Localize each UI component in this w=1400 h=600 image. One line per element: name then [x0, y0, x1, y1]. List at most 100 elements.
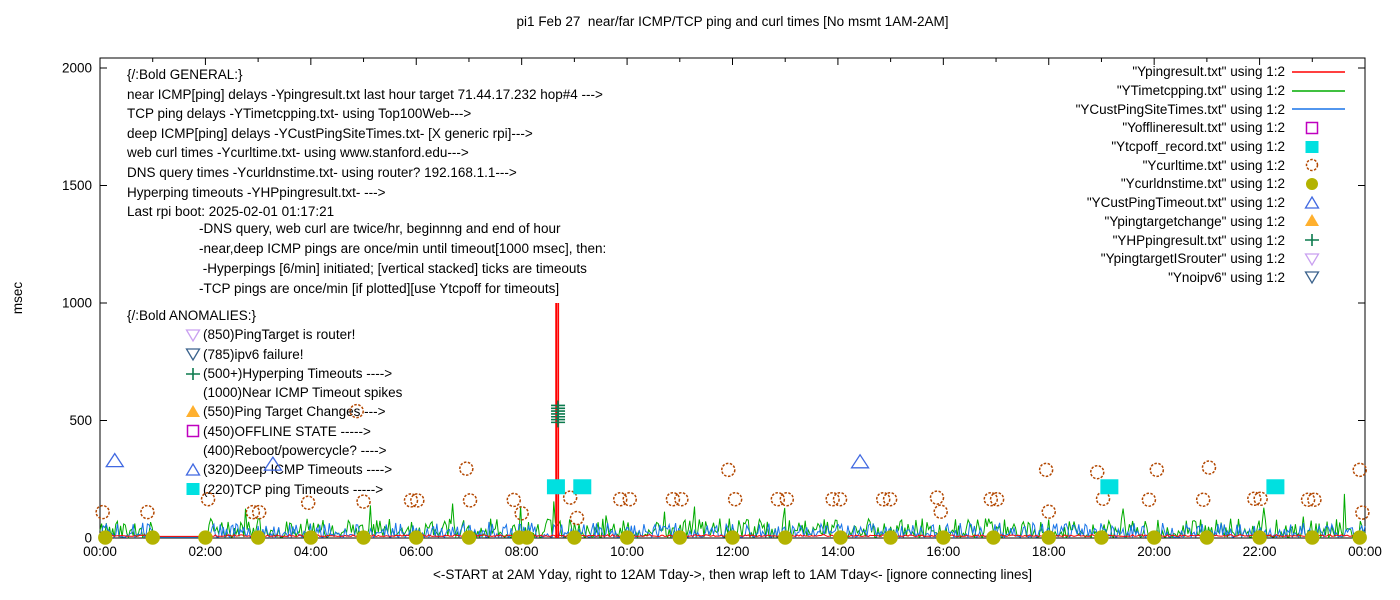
curl-time-point: [832, 491, 848, 507]
y-axis-label: msec: [10, 281, 25, 315]
triangle-filled-anomaly-icon: [186, 405, 200, 418]
legend-marker: [1290, 157, 1347, 173]
curl-time-point: [1201, 460, 1217, 475]
tcp-timeout-point: [1100, 479, 1119, 495]
notes-annotation-block: -DNS query, web curl are twice/hr, begin…: [199, 219, 606, 299]
legend-marker: [1290, 269, 1347, 285]
legend-label: "YTimetcpping.txt" using 1:2: [1116, 83, 1285, 99]
triangle-filled-icon: [1305, 214, 1319, 227]
anomaly-label: (850)PingTarget is router!: [203, 327, 356, 343]
curl-time-point: [403, 493, 419, 508]
legend-label: "YHPpingresult.txt" using 1:2: [1112, 232, 1285, 248]
circle-open-legend-icon: [1305, 159, 1319, 172]
curl-time-point: [1095, 491, 1111, 507]
curl-time-point: [779, 491, 795, 507]
square-open-icon: [186, 425, 200, 438]
dns-query-point: [519, 530, 535, 545]
dns-query-point: [1146, 530, 1162, 545]
anomaly-item: (850)PingTarget is router!: [185, 325, 402, 344]
legend-marker: [1290, 213, 1347, 229]
note-annotation-line: -DNS query, web curl are twice/hr, begin…: [199, 221, 561, 236]
curl-time-point: [95, 504, 110, 520]
line-legend-icon: [1292, 108, 1345, 110]
anomalies-header: {/:Bold ANOMALIES:}: [127, 308, 257, 323]
legend-label: "Ypingresult.txt" using 1:2: [1132, 64, 1285, 80]
curl-time-point: [569, 510, 585, 526]
x-tick-label: 08:00: [505, 544, 539, 559]
triangle-open-icon: [185, 462, 201, 476]
series-YTimetcpping-line: [99, 493, 1366, 540]
dns-query-point: [1041, 530, 1056, 545]
legend-marker: [1290, 139, 1347, 155]
down-triangle-open-legend-icon: [1304, 253, 1320, 266]
anomaly-label: (400)Reboot/powercycle? ---->: [203, 443, 387, 459]
plus-legend-icon: [1305, 234, 1319, 247]
down-triangle-open-icon: [185, 348, 201, 362]
general-annotation-line: Hyperping timeouts -YHPpingresult.txt- -…: [127, 184, 386, 200]
down-triangle-open-legend-icon: [1304, 271, 1320, 285]
legend-row: "Ytcpoff_record.txt" using 1:2: [1076, 137, 1347, 156]
dns-query-point: [725, 530, 740, 545]
legend-marker: [1290, 64, 1347, 80]
square-filled-icon: [186, 483, 200, 496]
curl-time-point: [514, 506, 529, 521]
curl-time-point: [410, 493, 425, 508]
dns-query-point: [778, 530, 793, 545]
triangle-open-anomaly-icon: [185, 462, 201, 476]
legend-marker: [1290, 195, 1347, 211]
line-legend-icon: [1292, 71, 1345, 73]
curl-time-point: [875, 491, 891, 507]
anomaly-label: (450)OFFLINE STATE ----->: [203, 423, 371, 439]
general-annotation-line: near ICMP[ping] delays -Ypingresult.txt …: [127, 86, 603, 102]
dns-query-point: [250, 530, 266, 545]
curl-time-point: [506, 492, 522, 508]
anomaly-item: (320)Deep ICMP Timeouts ---->: [185, 460, 402, 479]
x-tick-label: 12:00: [716, 544, 750, 559]
square-open-icon: [1305, 121, 1319, 135]
plus-icon: [186, 367, 200, 380]
triangle-open-icon: [1304, 195, 1320, 209]
curl-time-point: [825, 491, 840, 507]
anomaly-label: (785)ipv6 failure!: [203, 346, 304, 362]
y-tick-label: 0: [84, 531, 92, 546]
curl-time-point: [933, 504, 948, 519]
dns-query-point: [833, 530, 848, 545]
curl-time-point: [1352, 462, 1367, 478]
legend-label: "Ytcpoff_record.txt" using 1:2: [1111, 139, 1285, 155]
curl-time-point: [665, 491, 681, 507]
legend-marker: [1290, 232, 1347, 248]
dns-query-point: [567, 530, 582, 545]
x-axis-label: <-START at 2AM Yday, right to 12AM Tday-…: [433, 567, 1032, 582]
legend-row: "Ypingtargetchange" using 1:2: [1076, 212, 1347, 231]
general-annotation-block: {/:Bold GENERAL:} near ICMP[ping] delays …: [127, 65, 603, 222]
series-Ypingresult-line: [99, 534, 1366, 538]
legend-label: "Ycurltime.txt" using 1:2: [1142, 157, 1285, 173]
y-tick-label: 1000: [62, 296, 92, 311]
deep-icmp-timeout-point: [850, 453, 870, 469]
curl-time-point: [882, 491, 898, 507]
y-tick-label: 2000: [62, 61, 92, 76]
curl-time-point: [1038, 462, 1054, 478]
x-tick-label: 04:00: [294, 544, 328, 559]
tcp-timeout-point: [1266, 479, 1285, 495]
dns-query-point: [986, 530, 1001, 545]
anomaly-item: (550)Ping Target Changes --->: [185, 402, 402, 421]
x-tick-label: 00:00: [1348, 544, 1382, 559]
line-legend-icon: [1292, 89, 1345, 92]
dns-query-point: [198, 530, 213, 545]
x-tick-label: 10:00: [610, 544, 644, 559]
y-tick-label: 500: [69, 413, 92, 428]
general-annotation-line: {/:Bold GENERAL:}: [127, 67, 243, 82]
legend-marker: [1290, 176, 1347, 192]
legend-marker: [1290, 120, 1347, 136]
dns-query-point: [1094, 530, 1109, 545]
curl-time-point: [612, 491, 628, 507]
circle-open-icon: [1305, 159, 1319, 172]
anomaly-item: (785)ipv6 failure!: [185, 345, 402, 364]
dns-query-point: [936, 530, 951, 545]
legend-label: "Ycurldnstime.txt" using 1:2: [1120, 176, 1285, 192]
curl-time-point: [1307, 492, 1322, 507]
legend-label: "YCustPingTimeout.txt" using 1:2: [1086, 195, 1285, 211]
blank-anomaly-icon: [185, 443, 202, 459]
series-YCustPingSiteTimes-line: [99, 521, 1366, 540]
